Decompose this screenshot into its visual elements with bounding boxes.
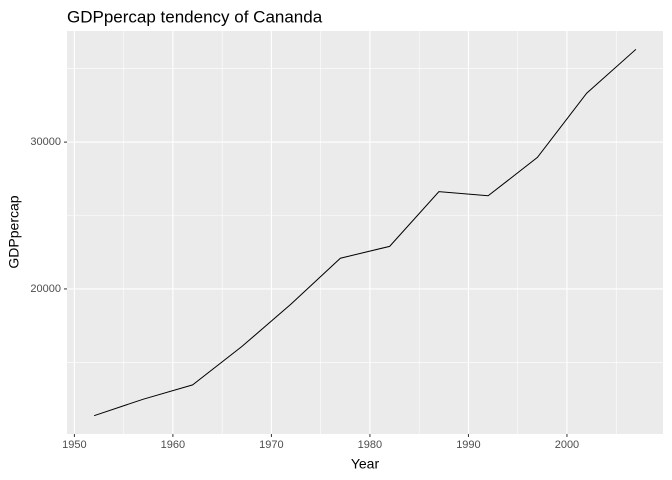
- x-tick-label: 1970: [259, 439, 283, 451]
- x-tick-label: 1980: [358, 439, 382, 451]
- y-tick-label: 20000: [30, 283, 61, 295]
- line: [93, 48, 637, 417]
- grid: [67, 31, 663, 434]
- x-tick-label: 2000: [555, 439, 579, 451]
- y-axis-label: GDPpercap: [6, 195, 22, 268]
- x-tick-label: 1990: [456, 439, 480, 451]
- x-tick-label: 1960: [161, 439, 185, 451]
- chart-title: GDPpercap tendency of Cananda: [67, 7, 323, 26]
- panel: [67, 31, 663, 434]
- x-axis-label: Year: [351, 456, 380, 472]
- y-tick-label: 30000: [30, 136, 61, 148]
- x-tick-label: 1950: [62, 439, 86, 451]
